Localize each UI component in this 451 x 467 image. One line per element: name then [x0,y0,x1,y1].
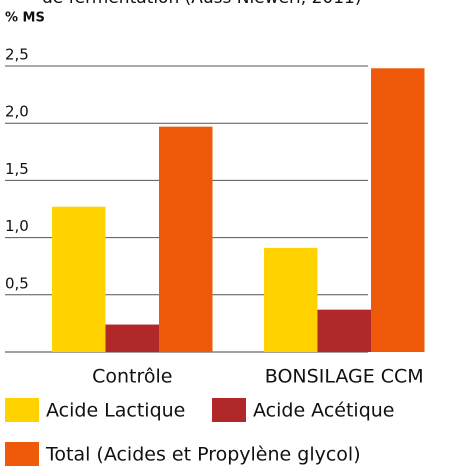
bar [52,206,106,352]
bar [159,126,213,353]
y-tick-label: 1,5 [5,160,29,178]
x-tick-label: Contrôle [92,366,172,388]
bar [264,247,318,352]
legend-label: Acide Acétique [253,400,395,422]
bar [105,324,159,352]
y-tick-label: 1,0 [5,217,29,235]
legend-swatch [212,398,246,422]
y-axis-label: % MS [5,11,45,26]
legend-label: Acide Lactique [46,400,185,422]
bar [371,68,425,353]
legend-swatch [5,442,39,466]
x-tick-label: BONSILAGE CCM [265,366,424,388]
y-tick-label: 0,5 [5,274,29,292]
chart-title: de fermentation (Auss Nieweri, 2011) [42,0,361,8]
y-tick-label: 2,0 [5,103,29,121]
bar [317,309,371,352]
legend-label: Total (Acides et Propylène glycol) [45,444,361,466]
y-tick-label: 2,5 [5,46,29,64]
legend-swatch [5,398,39,422]
